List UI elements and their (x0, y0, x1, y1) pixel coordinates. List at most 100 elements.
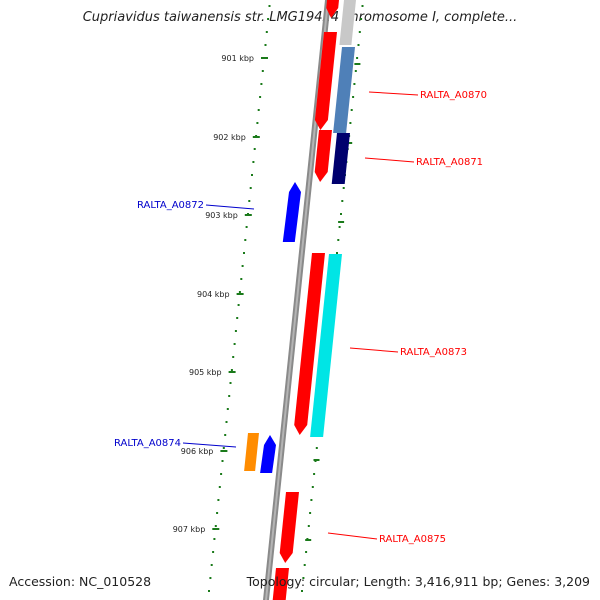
kbp-tick-mark (228, 371, 236, 373)
tick-mark (232, 356, 235, 358)
tick-mark (313, 473, 316, 475)
tick-mark (349, 122, 352, 124)
cds-feature (339, 0, 356, 45)
tick-mark (209, 577, 212, 579)
tick-mark (261, 70, 264, 72)
kbp-label: 901 kbp (221, 54, 254, 63)
tick-mark (229, 382, 232, 384)
tick-mark (350, 109, 353, 111)
kbp-label: 902 kbp (213, 133, 246, 142)
tick-mark (307, 525, 310, 527)
callout-line (182, 442, 237, 448)
callout-line (368, 91, 419, 96)
kbp-tick-mark (261, 57, 268, 59)
gene-label-ralta_a0870[interactable]: RALTA_A0870 (420, 90, 487, 101)
gene-feature (294, 253, 325, 435)
tick-mark (251, 174, 253, 176)
cds-feature (333, 47, 355, 133)
kbp-tick-mark (212, 528, 220, 530)
tick-mark (213, 538, 216, 540)
tick-mark (234, 330, 237, 332)
tick-mark (361, 5, 364, 7)
topology-label: Topology: circular; Length: 3,416,911 bp… (246, 574, 590, 589)
tick-mark (357, 44, 360, 46)
gene-label-ralta_a0871[interactable]: RALTA_A0871 (416, 157, 483, 168)
accession-label: Accession: NC_010528 (9, 574, 152, 589)
tick-mark (342, 187, 345, 189)
kbp-tick-mark (305, 539, 312, 541)
tick-mark (225, 421, 228, 423)
cds-feature (331, 133, 350, 184)
kbp-tick-mark (252, 136, 260, 138)
kbp-tick-mark (244, 214, 252, 216)
tick-mark (265, 31, 268, 33)
gene-label-ralta_a0874[interactable]: RALTA_A0874 (114, 438, 181, 449)
tick-mark (302, 577, 305, 579)
tick-mark (268, 5, 271, 7)
tick-mark (305, 551, 308, 553)
tick-mark (310, 499, 313, 501)
tick-mark (224, 434, 227, 436)
tick-mark (230, 369, 233, 371)
tick-mark (267, 18, 270, 20)
tick-mark (208, 590, 210, 592)
kbp-label: 906 kbp (181, 447, 214, 456)
kbp-label: 905 kbp (189, 368, 222, 377)
tick-mark (218, 486, 221, 488)
tick-mark (311, 486, 314, 488)
gene-label-ralta_a0873[interactable]: RALTA_A0873 (400, 347, 467, 358)
gene-label-ralta_a0875[interactable]: RALTA_A0875 (379, 534, 446, 545)
gene-label-ralta_a0872[interactable]: RALTA_A0872 (137, 200, 204, 211)
cds-feature (244, 433, 259, 471)
tick-mark (315, 447, 318, 449)
tick-mark (353, 83, 356, 85)
kbp-labels: 901 kbp 902 kbp 903 kbp 904 kbp 905 kbp 906 k… (173, 54, 268, 534)
tick-mark (259, 96, 262, 98)
tick-mark (241, 265, 244, 267)
tick-mark (352, 96, 355, 98)
tick-mark (252, 161, 255, 163)
callout-line (327, 532, 378, 540)
tick-mark (340, 213, 342, 215)
gene-feature (260, 435, 276, 473)
tick-mark (301, 590, 303, 592)
callout-line (364, 157, 415, 163)
kbp-tick-mark (220, 450, 228, 452)
gene-features (244, 0, 356, 600)
tick-mark (226, 408, 229, 410)
tick-mark (222, 447, 225, 449)
map-title: Cupriavidus taiwanensis str. LMG19424 ch… (82, 10, 518, 25)
cds-feature (310, 254, 342, 437)
tick-mark (240, 278, 243, 280)
chromosome-backbone-highlight (265, 0, 329, 600)
tick-mark (238, 291, 241, 293)
tick-mark (228, 395, 231, 397)
tick-mark (360, 18, 363, 20)
tick-mark (338, 226, 341, 228)
tick-mark (248, 200, 251, 202)
tick-mark (249, 187, 252, 189)
callout-line (205, 204, 255, 210)
tick-mark (358, 31, 361, 33)
tick-mark (260, 83, 263, 85)
tick-mark (210, 564, 213, 566)
tick-mark (309, 512, 312, 514)
gene-feature (272, 568, 289, 600)
gene-feature (314, 130, 332, 182)
tick-mark (217, 499, 220, 501)
tick-mark (233, 343, 236, 345)
gene-callouts: RALTA_A0870 RALTA_A0871 RALTA_A0872 RALTA_A… (114, 90, 487, 545)
kbp-tick-mark (338, 221, 345, 223)
gene-feature (326, 0, 339, 18)
tick-mark (244, 239, 247, 241)
tick-mark (214, 525, 217, 527)
tick-mark (336, 252, 338, 254)
tick-mark (341, 200, 344, 202)
kbp-tick-mark (236, 293, 244, 295)
gene-feature (282, 182, 301, 242)
tick-mark (354, 70, 357, 72)
kbp-label: 907 kbp (173, 525, 206, 534)
tick-mark (221, 460, 224, 462)
tick-mark (220, 473, 223, 475)
